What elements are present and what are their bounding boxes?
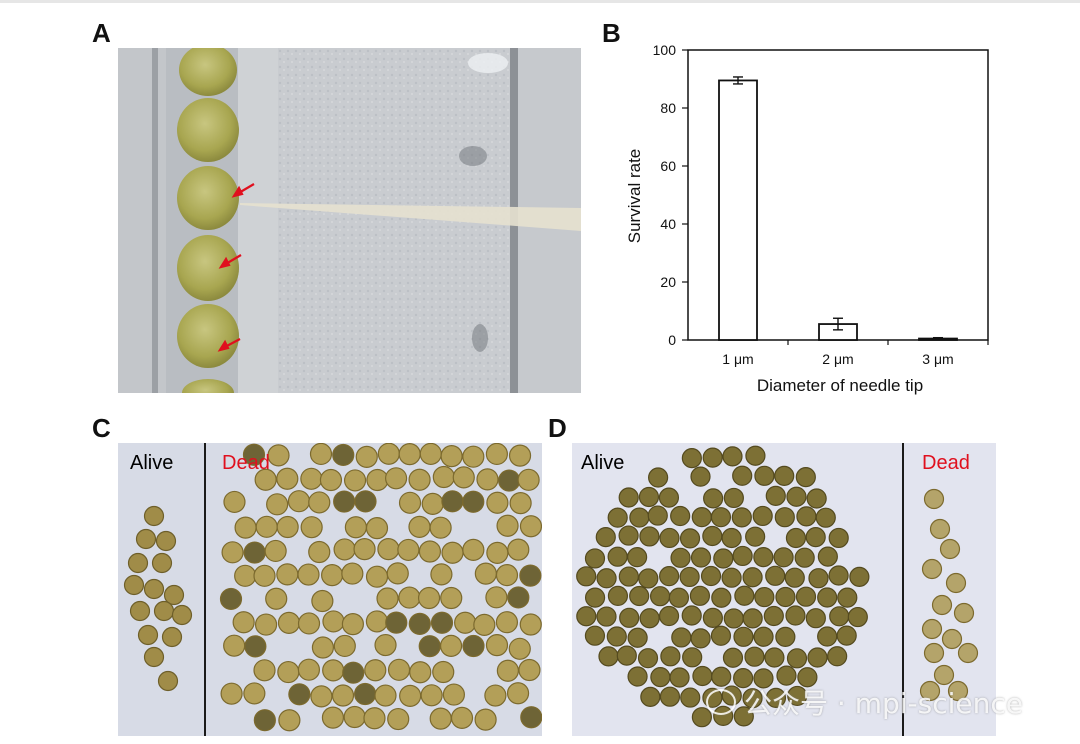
panel-d-dead-label: Dead (922, 452, 970, 474)
x-axis-label: Diameter of needle tip (757, 376, 923, 395)
panel-c-divider (204, 443, 206, 736)
y-tick-label-5: 100 (653, 42, 677, 58)
y-tick-label-4: 80 (660, 100, 676, 116)
panel-b-letter: B (602, 18, 621, 48)
panel-c-micrograph (118, 443, 542, 736)
x-tick-label-0: 1 μm (722, 351, 753, 367)
y-tick-label-1: 20 (660, 274, 676, 290)
panel-c-dead-label: Dead (222, 452, 270, 474)
y-axis-label: Survival rate (625, 149, 644, 243)
bar-0 (718, 79, 758, 341)
injection-arrows (217, 183, 255, 352)
watermark: 公众号 · mpi-science (706, 682, 1023, 722)
x-tick-label-2: 3 μm (922, 351, 953, 367)
panel-c-alive-label: Alive (130, 452, 174, 474)
panel-c-letter: C (92, 413, 111, 443)
panel-b-chart: 0 20 40 60 80 100 1 μm 2 μm 3 μm Survival rate D… (625, 42, 989, 395)
top-border (0, 0, 1080, 3)
y-tick-label-3: 60 (660, 158, 676, 174)
wechat-icon (706, 689, 736, 715)
y-tick-label-0: 0 (668, 332, 676, 348)
panel-d-alive-label: Alive (581, 452, 625, 474)
x-tick-label-1: 2 μm (822, 351, 853, 367)
panel-a-letter: A (92, 18, 111, 48)
watermark-text: 公众号 · mpi-science (744, 687, 1023, 720)
panel-d-letter: D (548, 413, 567, 443)
panel-a-micrograph (118, 48, 581, 393)
panel-d-micrograph (572, 443, 996, 736)
panel-d-divider (902, 443, 904, 736)
y-tick-label-2: 40 (660, 216, 676, 232)
